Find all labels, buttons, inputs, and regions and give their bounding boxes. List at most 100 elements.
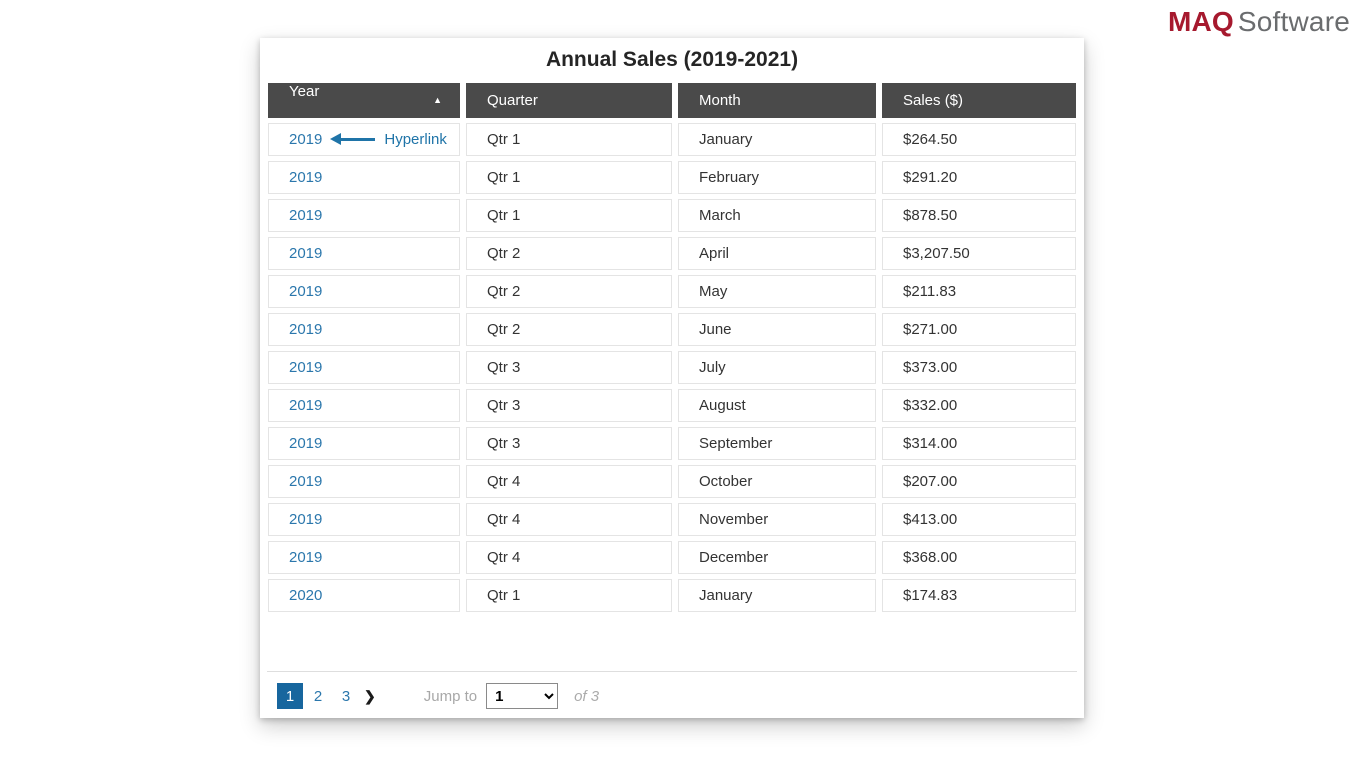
quarter-cell: Qtr 1 xyxy=(466,199,672,232)
sales-cell: $373.00 xyxy=(882,351,1076,384)
sales-cell: $174.83 xyxy=(882,579,1076,612)
page-button-2[interactable]: 2 xyxy=(313,687,323,705)
table-row: 2019 Qtr 4 December $368.00 xyxy=(268,541,1076,574)
quarter-cell: Qtr 4 xyxy=(466,541,672,574)
column-header-quarter[interactable]: Quarter xyxy=(466,83,672,118)
year-link[interactable]: 2019 xyxy=(289,321,323,338)
maq-software-logo: MAQ Software xyxy=(1168,6,1350,38)
table-row: 2019 Qtr 4 November $413.00 xyxy=(268,503,1076,536)
year-cell: 2019 xyxy=(268,351,460,384)
sort-ascending-icon: ▲ xyxy=(433,95,442,105)
sales-cell: $271.00 xyxy=(882,313,1076,346)
month-cell: April xyxy=(678,237,876,270)
hyperlink-annotation: Hyperlink xyxy=(322,131,447,148)
sales-cell: $3,207.50 xyxy=(882,237,1076,270)
year-link[interactable]: 2019 xyxy=(289,245,323,262)
footer-divider xyxy=(267,671,1077,672)
sales-cell: $368.00 xyxy=(882,541,1076,574)
table-visual-card: Annual Sales (2019-2021) Year ▲ Quarter … xyxy=(260,38,1084,718)
year-link[interactable]: 2019 xyxy=(289,549,323,566)
year-cell: 2019 xyxy=(268,313,460,346)
year-cell: 2019 xyxy=(268,161,460,194)
year-link[interactable]: 2019 xyxy=(289,207,323,224)
table-row: 2019 Qtr 2 April $3,207.50 xyxy=(268,237,1076,270)
sales-cell: $878.50 xyxy=(882,199,1076,232)
month-cell: July xyxy=(678,351,876,384)
table-row: 2019 Qtr 2 May $211.83 xyxy=(268,275,1076,308)
year-cell: 2019 xyxy=(268,389,460,422)
table-row: 2019 Hyperlink Qtr 1 January $264.50 xyxy=(268,123,1076,156)
month-cell: May xyxy=(678,275,876,308)
page-button-3[interactable]: 3 xyxy=(341,687,351,705)
sales-cell: $332.00 xyxy=(882,389,1076,422)
year-cell: 2019 xyxy=(268,465,460,498)
year-cell: 2019 xyxy=(268,541,460,574)
year-cell: 2019 xyxy=(268,503,460,536)
sales-cell: $211.83 xyxy=(882,275,1076,308)
year-link[interactable]: 2019 xyxy=(289,435,323,452)
month-cell: November xyxy=(678,503,876,536)
year-link[interactable]: 2020 xyxy=(289,587,323,604)
table-row: 2019 Qtr 3 September $314.00 xyxy=(268,427,1076,460)
table-row: 2019 Qtr 1 February $291.20 xyxy=(268,161,1076,194)
logo-suffix-text: Software xyxy=(1237,6,1350,37)
quarter-cell: Qtr 2 xyxy=(466,275,672,308)
sales-cell: $413.00 xyxy=(882,503,1076,536)
month-cell: June xyxy=(678,313,876,346)
quarter-cell: Qtr 3 xyxy=(466,389,672,422)
sales-cell: $207.00 xyxy=(882,465,1076,498)
table-row: 2020 Qtr 1 January $174.83 xyxy=(268,579,1076,612)
pagination-bar: 1 2 3 ❯ Jump to 1 of 3 xyxy=(277,682,599,710)
table-row: 2019 Qtr 3 July $373.00 xyxy=(268,351,1076,384)
sales-cell: $264.50 xyxy=(882,123,1076,156)
left-arrow-icon xyxy=(330,132,376,145)
quarter-cell: Qtr 2 xyxy=(466,237,672,270)
quarter-cell: Qtr 4 xyxy=(466,465,672,498)
month-cell: August xyxy=(678,389,876,422)
year-link[interactable]: 2019 xyxy=(289,131,323,148)
jump-to-label: Jump to xyxy=(423,687,478,705)
year-cell: 2019 xyxy=(268,427,460,460)
sales-cell: $314.00 xyxy=(882,427,1076,460)
year-cell: 2019 xyxy=(268,237,460,270)
quarter-cell: Qtr 3 xyxy=(466,351,672,384)
annual-sales-table: Year ▲ Quarter Month Sales ($) 2019 Hyper… xyxy=(262,78,1082,617)
quarter-cell: Qtr 1 xyxy=(466,579,672,612)
year-link[interactable]: 2019 xyxy=(289,397,323,414)
quarter-cell: Qtr 1 xyxy=(466,123,672,156)
quarter-cell: Qtr 1 xyxy=(466,161,672,194)
column-header-year[interactable]: Year ▲ xyxy=(268,83,460,118)
month-cell: February xyxy=(678,161,876,194)
logo-brand-text: MAQ xyxy=(1167,6,1234,37)
year-cell: 2019 Hyperlink xyxy=(268,123,460,156)
table-row: 2019 Qtr 4 October $207.00 xyxy=(268,465,1076,498)
column-header-sales[interactable]: Sales ($) xyxy=(882,83,1076,118)
month-cell: January xyxy=(678,123,876,156)
quarter-cell: Qtr 3 xyxy=(466,427,672,460)
jump-to-page-select[interactable]: 1 xyxy=(486,683,559,709)
column-header-year-label: Year xyxy=(289,83,320,100)
hyperlink-annotation-label: Hyperlink xyxy=(384,131,447,148)
year-link[interactable]: 2019 xyxy=(289,359,323,376)
year-link[interactable]: 2019 xyxy=(289,473,323,490)
year-link[interactable]: 2019 xyxy=(289,511,323,528)
month-cell: January xyxy=(678,579,876,612)
year-cell: 2019 xyxy=(268,275,460,308)
sales-cell: $291.20 xyxy=(882,161,1076,194)
table-row: 2019 Qtr 2 June $271.00 xyxy=(268,313,1076,346)
table-row: 2019 Qtr 1 March $878.50 xyxy=(268,199,1076,232)
quarter-cell: Qtr 2 xyxy=(466,313,672,346)
year-link[interactable]: 2019 xyxy=(289,169,323,186)
month-cell: October xyxy=(678,465,876,498)
page-title: Annual Sales (2019-2021) xyxy=(545,48,799,71)
page-total-label: of 3 xyxy=(574,687,600,705)
next-page-icon[interactable]: ❯ xyxy=(364,687,376,704)
year-cell: 2020 xyxy=(268,579,460,612)
page-button-1[interactable]: 1 xyxy=(277,683,303,709)
column-header-month[interactable]: Month xyxy=(678,83,876,118)
year-cell: 2019 xyxy=(268,199,460,232)
month-cell: March xyxy=(678,199,876,232)
year-link[interactable]: 2019 xyxy=(289,283,323,300)
month-cell: December xyxy=(678,541,876,574)
table-row: 2019 Qtr 3 August $332.00 xyxy=(268,389,1076,422)
